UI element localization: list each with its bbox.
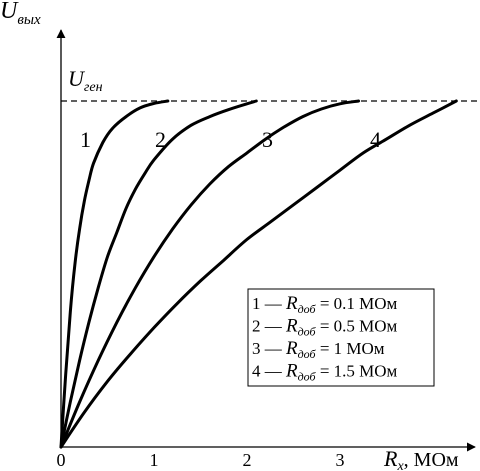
legend-entry-1: 1 — Rдоб = 0.1 МОм (252, 293, 398, 316)
series-label-3: 3 (262, 127, 273, 152)
series-line-4 (59, 99, 458, 449)
x-axis-unit: , МОм (404, 449, 459, 471)
series-line-3 (59, 99, 361, 449)
reference-symbol: U (68, 66, 86, 91)
series-line-2 (59, 99, 258, 449)
x-axis-symbol: R (383, 446, 398, 471)
x-tick-label-3: 3 (336, 450, 345, 470)
legend-entry-2: 2 — Rдоб = 0.5 МОм (252, 316, 398, 339)
series-group (59, 99, 458, 449)
reference-subscript: ген (84, 80, 103, 95)
x-tick-label-2: 2 (243, 450, 252, 470)
series-label-2: 2 (155, 127, 166, 152)
x-tick-label-1: 1 (150, 450, 159, 470)
legend-entry-4: 4 — Rдоб = 1.5 МОм (252, 361, 398, 384)
series-label-1: 1 (80, 127, 91, 152)
x-axis-subscript: x (396, 459, 404, 471)
y-axis-label: Uвых (0, 0, 41, 28)
series-line-1 (59, 99, 170, 449)
x-tick-label-0: 0 (57, 450, 66, 470)
y-axis-subscript: вых (17, 12, 41, 28)
legend-box (247, 288, 435, 387)
x-tick-labels: 0 1 2 3 (57, 450, 345, 470)
series-labels: 1 2 3 4 (80, 127, 381, 152)
legend-entry-3: 3 — Rдоб = 1 МОм (252, 338, 385, 361)
reference-label: Uген (68, 66, 103, 95)
y-axis-symbol: U (0, 0, 19, 24)
series-label-4: 4 (370, 127, 381, 152)
x-axis-label: Rx, МОм (383, 446, 459, 471)
